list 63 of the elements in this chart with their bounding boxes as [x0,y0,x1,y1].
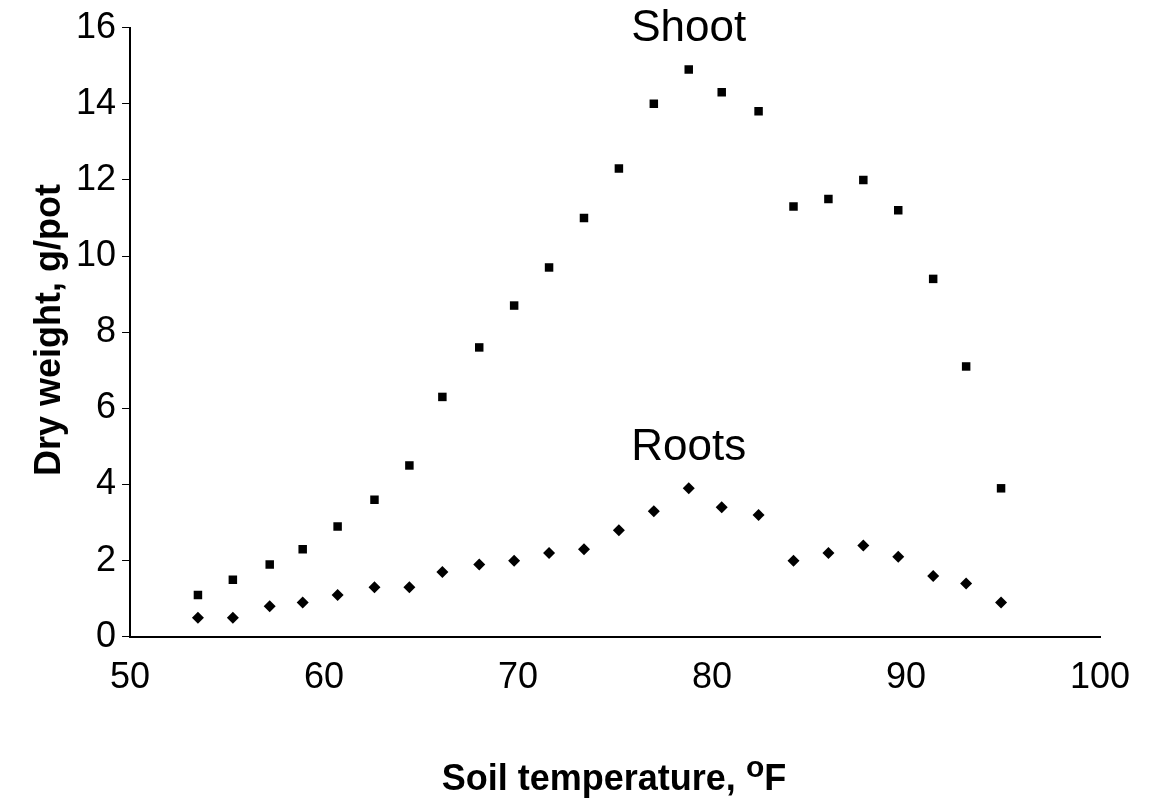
point [789,202,798,211]
point [715,501,728,514]
point [824,194,833,204]
y-tick-label: 6 [96,385,117,427]
point [509,301,519,310]
point [405,461,414,470]
point [892,550,905,563]
point [331,588,344,601]
x-tick-label: 100 [1069,655,1131,697]
point [612,524,625,537]
point [859,175,868,185]
point [265,560,274,569]
point [368,581,381,594]
x-tick-label: 50 [110,655,151,697]
point [543,547,556,560]
point [995,596,1008,609]
y-tick-label: 12 [76,156,117,198]
point [682,482,695,495]
point [296,596,309,609]
point [228,575,238,584]
point [263,600,276,613]
x-tick-label: 70 [498,655,539,697]
point [474,343,484,352]
point [822,547,835,560]
series-label: Shoot [631,1,747,51]
point [960,577,973,590]
y-axis-title: Dry weight, g/pot [27,184,69,476]
point [436,566,449,579]
y-tick-label: 0 [96,613,117,655]
point [927,569,940,582]
x-tick-label: 90 [885,655,927,697]
point [577,543,590,556]
point [333,522,342,531]
point [544,263,554,272]
point [370,495,379,504]
y-tick-label: 14 [76,80,117,122]
y-tick-label: 8 [96,309,117,351]
point [857,539,870,552]
point [787,554,800,567]
point [191,611,204,624]
y-tick-label: 4 [96,461,117,503]
point [647,505,660,518]
point [298,544,307,554]
point [508,554,521,567]
y-tick-label: 2 [96,537,117,579]
point [684,65,693,74]
x-axis-title: Soil temperature, $^{o}$F [440,750,788,799]
point [717,88,726,97]
series-label: Roots [631,420,747,470]
x-tick-label: 80 [691,655,733,697]
point [614,164,624,173]
point [894,206,903,215]
point [226,611,239,624]
y-tick-label: 16 [76,4,117,46]
point [996,484,1006,493]
y-tick-label: 10 [76,232,117,274]
point [438,392,447,402]
point [752,508,765,521]
point [961,362,971,371]
point [754,107,763,116]
point [403,581,416,594]
point [473,558,486,571]
x-tick-label: 60 [304,655,345,697]
